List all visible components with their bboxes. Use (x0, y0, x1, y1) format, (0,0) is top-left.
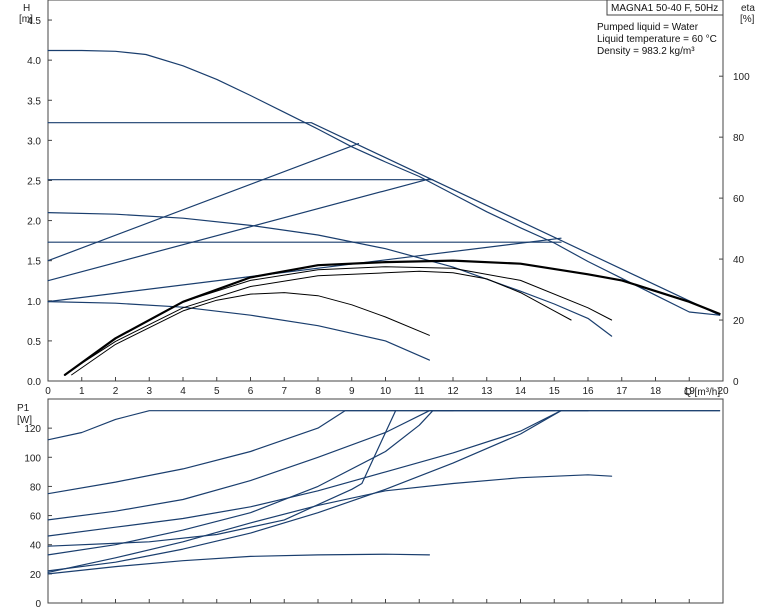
x-tick-label: 9 (349, 386, 355, 397)
power-tick-label: 0 (35, 599, 41, 610)
x-tick-label: 8 (315, 386, 321, 397)
eta-tick-label: 40 (733, 255, 745, 266)
head-curve (47, 122, 721, 316)
x-tick-label: 0 (45, 386, 51, 397)
efficiency-curve (71, 292, 430, 376)
power-curve (47, 474, 613, 573)
x-tick-label: 1 (79, 386, 85, 397)
power-curve (47, 410, 562, 572)
power-tick-label: 80 (30, 482, 42, 493)
power-plot-area (47, 398, 724, 604)
efficiency-curve (64, 266, 613, 376)
power-curve (47, 410, 397, 547)
eta-tick-label: 60 (733, 194, 745, 205)
eta-tick-label: 100 (733, 72, 750, 83)
x-tick-label: 17 (616, 386, 628, 397)
x-tick-label: 15 (549, 386, 561, 397)
info-liquid: Pumped liquid = Water (597, 22, 699, 33)
x-tick-label: 16 (582, 386, 594, 397)
power-axis-label-unit: [W] (17, 415, 32, 426)
x-tick-label: 3 (146, 386, 152, 397)
power-curve (47, 410, 721, 495)
head-tick-label: 0.0 (27, 377, 41, 388)
x-tick-label: 20 (717, 386, 729, 397)
eta-tick-label: 20 (733, 316, 745, 327)
eta-tick-label: 0 (733, 377, 739, 388)
chart-title: MAGNA1 50-40 F, 50Hz (611, 3, 718, 14)
head-tick-label: 1.0 (27, 297, 41, 308)
info-density: Density = 983.2 kg/m³ (597, 46, 695, 57)
efficiency-curve (67, 270, 572, 373)
power-tick-label: 40 (30, 541, 42, 552)
head-curve (47, 212, 613, 337)
info-temperature: Liquid temperature = 60 °C (597, 34, 717, 45)
power-curve (47, 410, 555, 521)
head-tick-label: 3.0 (27, 136, 41, 147)
power-tick-label: 60 (30, 512, 42, 523)
x-tick-label: 6 (248, 386, 254, 397)
x-tick-label: 13 (481, 386, 493, 397)
title-box (606, 0, 724, 16)
head-curve (47, 49, 721, 316)
head-tick-label: 3.5 (27, 96, 41, 107)
head-tick-label: 1.5 (27, 257, 41, 268)
x-tick-label: 4 (180, 386, 186, 397)
x-tick-label: 12 (447, 386, 459, 397)
head-tick-label: 2.5 (27, 176, 41, 187)
x-tick-label: 7 (281, 386, 287, 397)
head-tick-label: 2.0 (27, 217, 41, 228)
head-curve (47, 178, 430, 282)
power-tick-label: 120 (24, 424, 41, 435)
x-tick-label: 10 (380, 386, 392, 397)
head-curve (47, 301, 430, 361)
x-tick-label: 5 (214, 386, 220, 397)
power-curve (47, 553, 430, 575)
power-curve (47, 410, 589, 537)
x-tick-label: 2 (113, 386, 119, 397)
x-tick-label: 14 (515, 386, 527, 397)
power-tick-label: 100 (24, 453, 41, 464)
power-tick-label: 20 (30, 570, 42, 581)
x-tick-label: 19 (684, 386, 696, 397)
x-tick-label: 11 (414, 386, 425, 397)
power-curve (47, 410, 454, 556)
x-tick-label: 18 (650, 386, 662, 397)
head-curve (47, 143, 360, 262)
head-curve (47, 237, 562, 303)
power-curve (47, 410, 721, 441)
eta-tick-label: 80 (733, 133, 745, 144)
head-axis-label-unit: [m] (19, 14, 33, 25)
eta-axis-label-unit: [%] (740, 14, 755, 25)
power-axis-label-symbol: P1 (17, 403, 30, 414)
head-axis-label-symbol: H (23, 3, 30, 14)
head-tick-label: 0.5 (27, 337, 41, 348)
head-tick-label: 4.5 (27, 16, 41, 27)
head-tick-label: 4.0 (27, 56, 41, 67)
flow-axis-label: Q [m³/h] (684, 387, 720, 398)
eta-axis-label-symbol: eta (741, 3, 755, 14)
